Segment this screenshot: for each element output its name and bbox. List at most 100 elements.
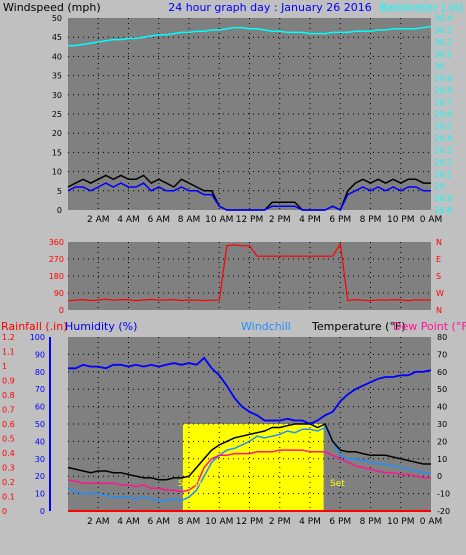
barometer-tick-label: 28.9 <box>434 194 452 203</box>
rainfall-tick-label: 0.7 <box>2 406 15 415</box>
direction-y-axis: 0 90 180 270 360 <box>49 238 64 315</box>
humidity-tick-label: 80 <box>35 368 45 377</box>
x-tick-label: 8 PM <box>360 215 382 225</box>
direction-tick-label: 180 <box>49 272 64 281</box>
temperature-line <box>67 422 431 481</box>
rainfall-tick-label: 0.9 <box>2 377 15 386</box>
wind-panel-grid <box>68 18 431 210</box>
barometer-tick-label: 29.1 <box>434 170 452 179</box>
compass-tick-label: S <box>436 272 441 281</box>
compass-tick-label: W <box>436 289 444 298</box>
barometer-tick-label: 30.2 <box>434 38 452 47</box>
x-tick-label: 10 PM <box>387 517 415 527</box>
rainfall-tick-label: 1 <box>2 362 7 371</box>
sunset-label: Set <box>330 479 345 489</box>
windspeed-tick-label: 10 <box>52 168 62 177</box>
x-tick-label: 0 AM <box>420 517 443 527</box>
temperature-x-axis: 2 AM 4 AM 6 AM 8 AM 10 AM 12 PM 2 PM 4 PM 6 PM 8 … <box>87 517 442 527</box>
windspeed-tick-label: 30 <box>52 91 62 100</box>
barometer-tick-label: 29 <box>434 182 444 191</box>
windchill-label: Windchill <box>241 320 291 333</box>
barometer-tick-label: 29.8 <box>434 86 452 95</box>
rainfall-tick-label: 0.5 <box>2 435 15 444</box>
rainfall-y-axis: 0 0.1 0.2 0.3 0.4 0.5 0.6 0.7 0.8 0.9 1 1.1 1.2 <box>2 333 15 516</box>
barometer-axis-title: Barometer (.in) <box>379 1 463 14</box>
direction-tick-label: 90 <box>54 289 64 298</box>
humidity-tick-label: 100 <box>30 333 45 342</box>
compass-tick-label: N <box>436 238 442 247</box>
barometer-tick-label: 29.4 <box>434 134 452 143</box>
windspeed-tick-label: 5 <box>57 187 62 196</box>
temperature-tick-label: -20 <box>437 507 450 516</box>
direction-tick-label: 0 <box>59 306 64 315</box>
windspeed-tick-label: 50 <box>52 14 62 23</box>
barometer-tick-label: 29.9 <box>434 74 452 83</box>
x-tick-label: 4 AM <box>117 517 140 527</box>
barometer-tick-label: 29.6 <box>434 110 452 119</box>
rainfall-tick-label: 0.8 <box>2 391 15 400</box>
dewpoint-line <box>67 449 431 493</box>
barometer-tick-label: 29.5 <box>434 122 452 131</box>
humidity-tick-label: 70 <box>35 385 45 394</box>
temperature-panel-grid <box>68 337 431 511</box>
x-tick-label: 4 PM <box>299 517 321 527</box>
x-tick-label: 8 PM <box>360 517 382 527</box>
x-tick-label: 6 AM <box>147 215 170 225</box>
x-tick-label: 4 PM <box>299 215 321 225</box>
x-tick-label: 6 AM <box>147 517 170 527</box>
windchill-line <box>67 426 431 502</box>
temperature-tick-label: 50 <box>437 385 447 394</box>
windspeed-tick-label: 45 <box>52 33 62 42</box>
barometer-tick-label: 30.3 <box>434 26 452 35</box>
humidity-tick-label: 10 <box>35 490 45 499</box>
barometer-tick-label: 29.7 <box>434 98 452 107</box>
x-tick-label: 4 AM <box>117 215 140 225</box>
sunrise-label: Sunrise <box>178 479 212 489</box>
temperature-tick-label: 70 <box>437 350 447 359</box>
windspeed-tick-label: 20 <box>52 129 62 138</box>
x-tick-label: 2 AM <box>87 215 110 225</box>
windspeed-axis-title: Windspeed (mph) <box>3 1 101 14</box>
rainfall-tick-label: 0.6 <box>2 420 15 429</box>
temperature-tick-label: -10 <box>437 490 450 499</box>
temperature-tick-label: 0 <box>437 472 442 481</box>
temperature-series <box>67 356 432 512</box>
compass-tick-label: E <box>436 255 441 264</box>
temperature-tick-label: 60 <box>437 368 447 377</box>
windspeed-tick-label: 40 <box>52 52 62 61</box>
gust-line <box>67 182 431 212</box>
x-tick-label: 2 PM <box>269 215 291 225</box>
humidity-tick-label: 40 <box>35 437 45 446</box>
wind-x-axis: 2 AM 4 AM 6 AM 8 AM 10 AM 12 PM 2 PM 4 PM 6 PM 8 … <box>87 215 442 225</box>
temperature-tick-label: 20 <box>437 437 447 446</box>
wind-series <box>67 25 432 212</box>
x-tick-label: 10 AM <box>205 215 233 225</box>
x-tick-label: 8 AM <box>178 517 201 527</box>
windspeed-tick-label: 35 <box>52 72 62 81</box>
barometer-tick-label: 29.2 <box>434 158 452 167</box>
barometer-tick-label: 30.1 <box>434 50 452 59</box>
temperature-tick-label: 40 <box>437 403 447 412</box>
direction-tick-label: 270 <box>49 255 64 264</box>
barometer-y-axis: 28.8 28.9 29 29.1 29.2 29.3 29.4 29.5 29.6 29.7 29… <box>434 14 452 215</box>
barometer-tick-label: 29.3 <box>434 146 452 155</box>
humidity-y-axis: 0 10 20 30 40 50 60 70 80 90 100 <box>30 333 51 516</box>
direction-tick-label: 360 <box>49 238 64 247</box>
barometer-tick-label: 30.4 <box>434 14 452 23</box>
dewpoint-axis-title: Dew Point (°F) <box>393 320 466 333</box>
barometer-tick-label: 28.8 <box>434 206 452 215</box>
barometer-line <box>68 25 432 47</box>
humidity-tick-label: 20 <box>35 472 45 481</box>
x-tick-label: 8 AM <box>178 215 201 225</box>
windspeed-tick-label: 25 <box>52 110 62 119</box>
x-tick-label: 10 AM <box>205 517 233 527</box>
temperature-axis-title: Temperature (°F) <box>311 320 406 333</box>
x-tick-label: 12 PM <box>236 517 264 527</box>
windspeed-y-axis: 0 5 10 15 20 25 30 35 40 45 50 <box>52 14 62 215</box>
humidity-tick-label: 30 <box>35 455 45 464</box>
windspeed-tick-label: 0 <box>57 206 62 215</box>
x-tick-label: 2 AM <box>87 517 110 527</box>
barometer-tick-label: 30 <box>434 62 444 71</box>
